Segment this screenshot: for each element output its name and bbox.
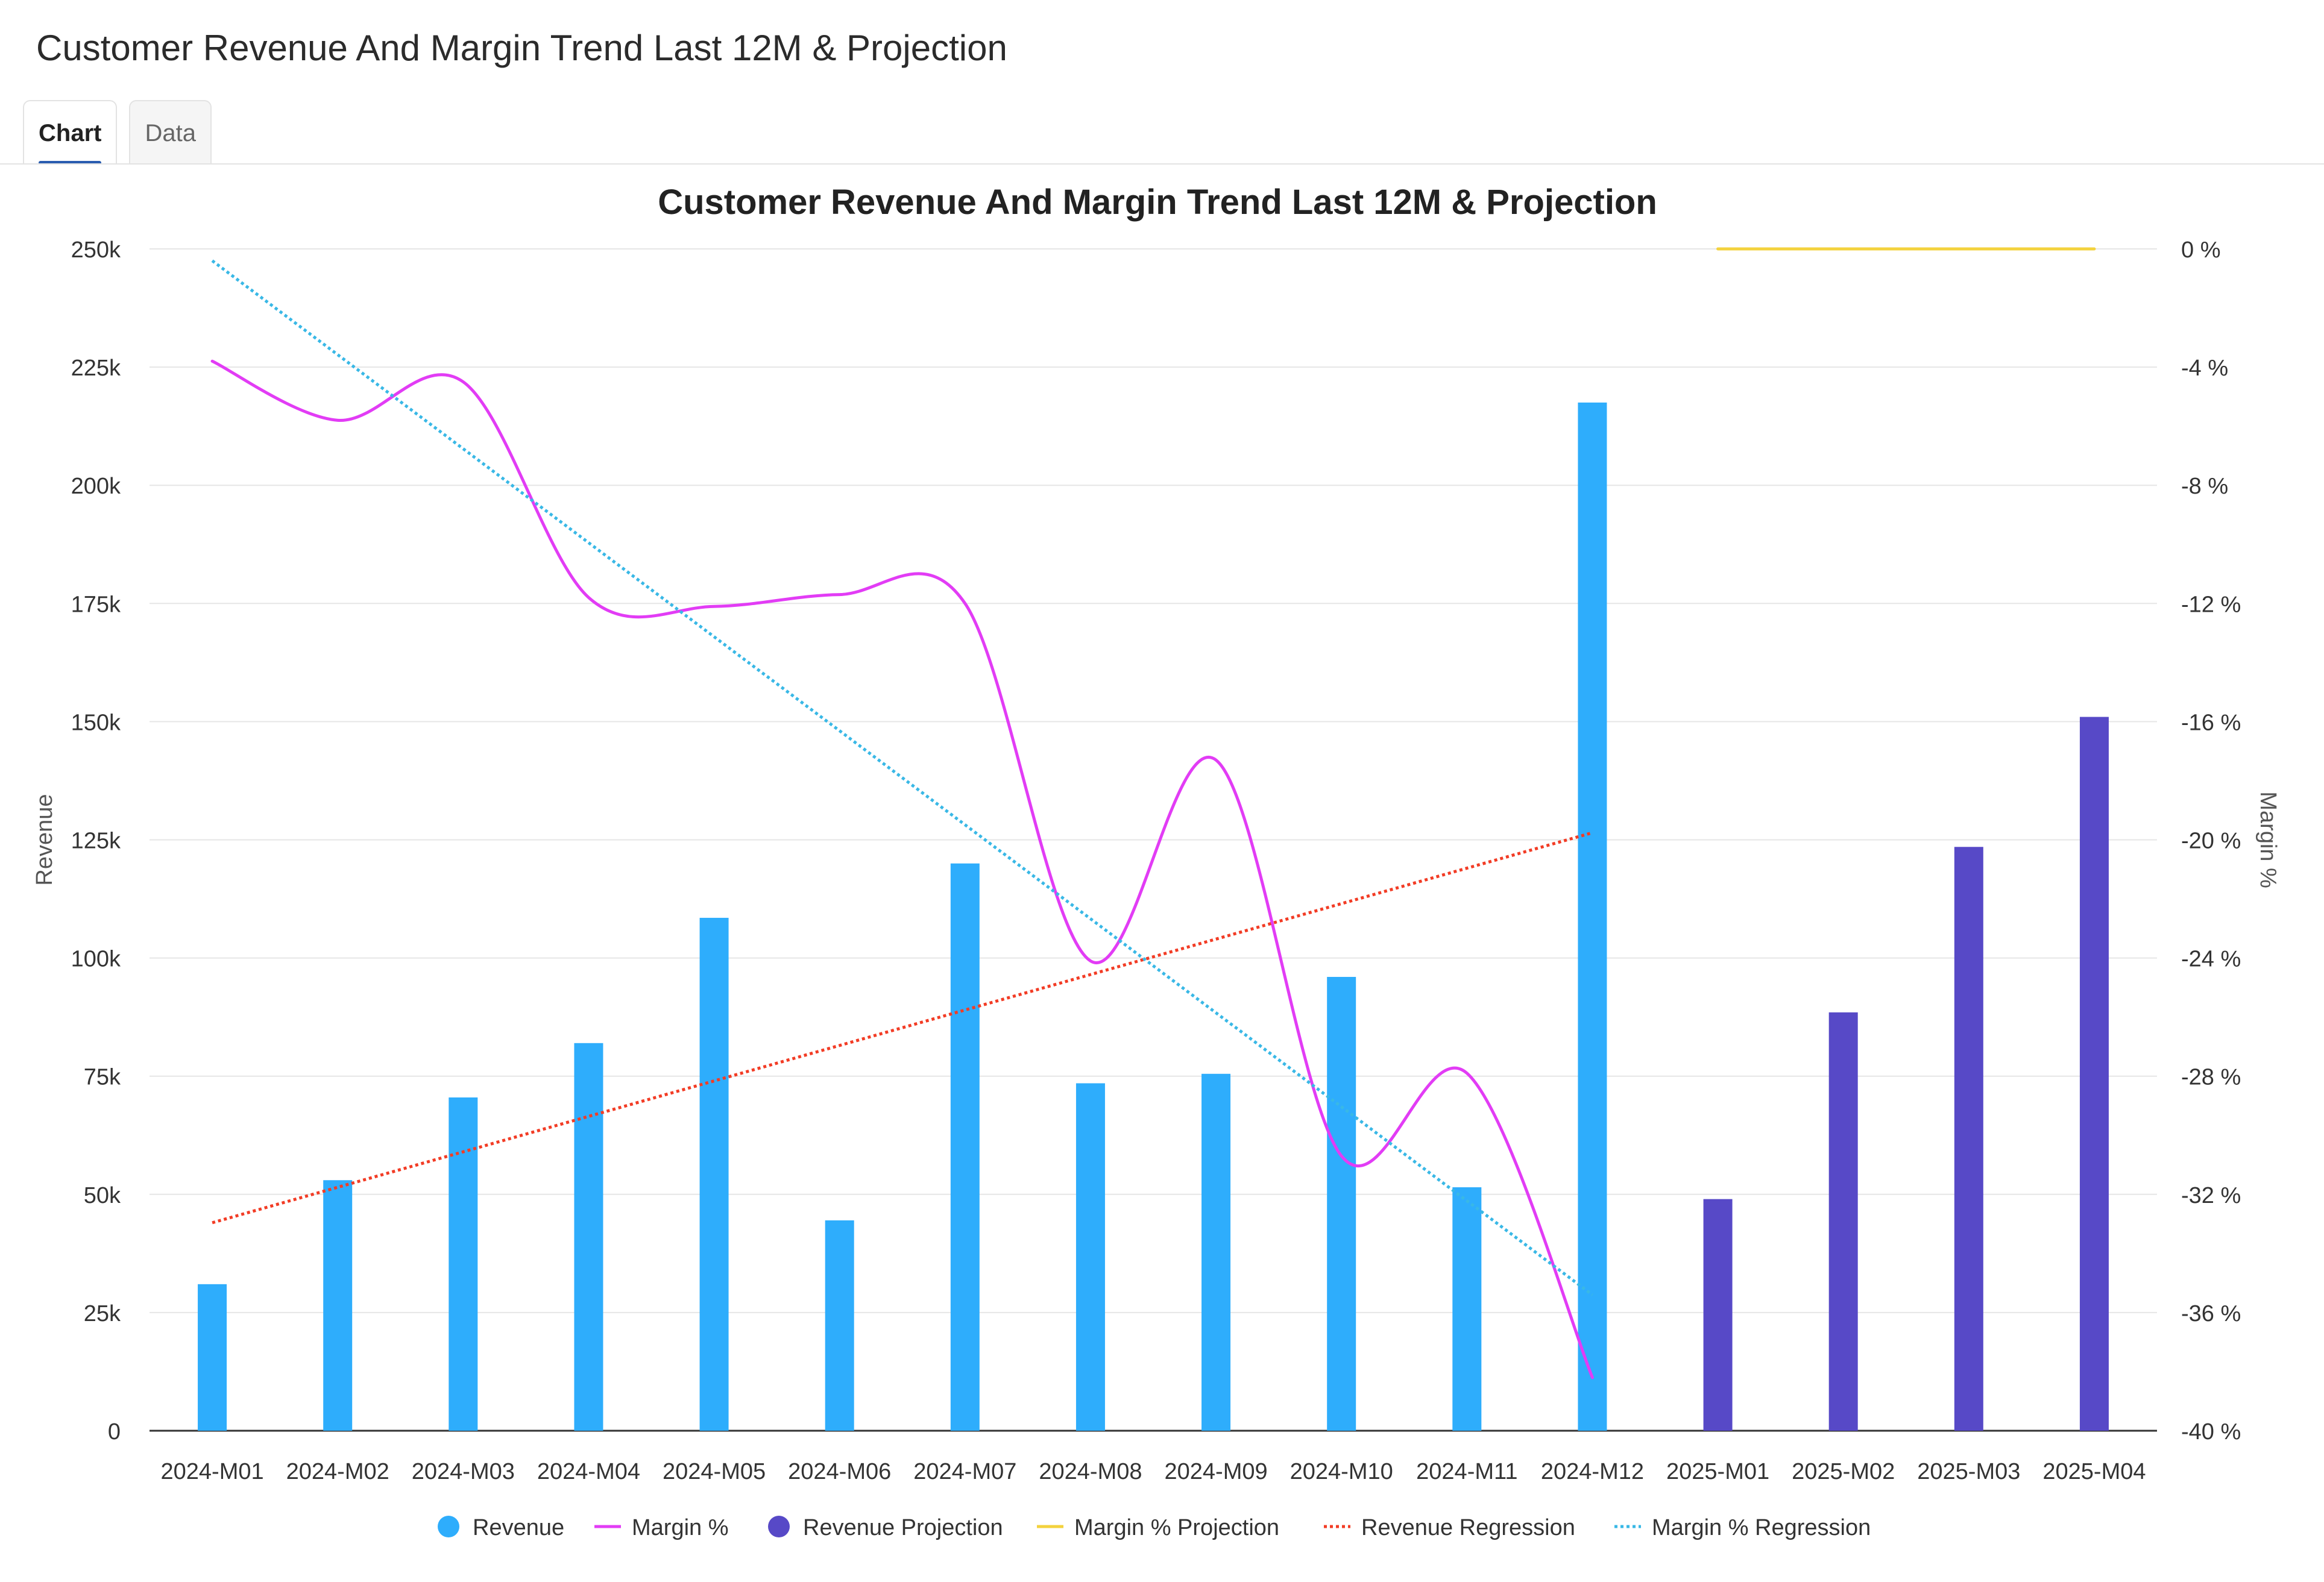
x-tick-label: 2024-M04 xyxy=(537,1459,640,1484)
legend-label-margin-regression: Margin % Regression xyxy=(1652,1515,1871,1540)
revenue-margin-chart: Customer Revenue And Margin Trend Last 1… xyxy=(32,183,2281,1540)
y2-tick-label: -12 % xyxy=(2181,592,2241,617)
page-title: Customer Revenue And Margin Trend Last 1… xyxy=(36,28,1007,68)
y-tick-label: 100k xyxy=(71,947,121,972)
y-tick-label: 225k xyxy=(71,356,121,381)
revenue-bar xyxy=(1578,402,1607,1431)
revenue-projection-bar xyxy=(1703,1199,1733,1431)
revenue-bar xyxy=(1452,1187,1482,1431)
revenue-projection-bar xyxy=(1954,847,1983,1431)
bar-series xyxy=(198,402,2109,1431)
x-tick-label: 2025-M02 xyxy=(1792,1459,1895,1484)
y-tick-label: 50k xyxy=(84,1183,121,1208)
y2-tick-label: -40 % xyxy=(2181,1419,2241,1445)
revenue-regression-line xyxy=(212,831,1593,1225)
y2-tick-label: -8 % xyxy=(2181,474,2228,499)
revenue-projection-bar xyxy=(2079,717,2109,1431)
x-tick-label: 2025-M03 xyxy=(1917,1459,2020,1484)
x-tick-label: 2024-M03 xyxy=(412,1459,515,1484)
y2-tick-label: 0 % xyxy=(2181,237,2220,263)
y2-axis-label: Margin % xyxy=(2255,791,2281,888)
revenue-bar xyxy=(825,1220,854,1431)
x-tick-label: 2024-M06 xyxy=(788,1459,891,1484)
tab-data[interactable]: Data xyxy=(129,100,212,165)
y2-tick-label: -36 % xyxy=(2181,1301,2241,1326)
revenue-bar xyxy=(950,863,980,1431)
x-tick-label: 2024-M07 xyxy=(913,1459,1016,1484)
margin-line xyxy=(210,359,1594,1380)
y-tick-label: 150k xyxy=(71,710,121,735)
legend-label-revenue-regression: Revenue Regression xyxy=(1361,1515,1575,1540)
x-tick-label: 2024-M08 xyxy=(1039,1459,1142,1484)
legend-label-margin-projection: Margin % Projection xyxy=(1074,1515,1279,1540)
legend: Revenue Margin % Revenue Projection Margin … xyxy=(438,1515,1871,1540)
y2-tick-label: -32 % xyxy=(2181,1183,2241,1208)
x-tick-label: 2024-M01 xyxy=(161,1459,264,1484)
legend-marker-revenue-projection xyxy=(768,1516,790,1537)
x-tick-label: 2025-M01 xyxy=(1666,1459,1769,1484)
tab-divider xyxy=(0,163,2324,165)
x-tick-label: 2024-M05 xyxy=(663,1459,766,1484)
x-tick-label: 2024-M02 xyxy=(286,1459,389,1484)
y-tick-label: 175k xyxy=(71,592,121,617)
y-tick-label: 250k xyxy=(71,237,121,263)
y-tick-label: 0 xyxy=(108,1419,121,1445)
legend-label-revenue: Revenue xyxy=(473,1515,564,1540)
x-tick-label: 2024-M09 xyxy=(1165,1459,1268,1484)
y-tick-label: 200k xyxy=(71,474,121,499)
y2-tick-label: -28 % xyxy=(2181,1065,2241,1090)
y2-tick-label: -20 % xyxy=(2181,829,2241,854)
axes: 0 25k 50k 75k 100k 125k 150k 175k 200k 225k 250k 0 … xyxy=(32,237,2281,1484)
revenue-bar xyxy=(1327,976,1356,1431)
x-tick-label: 2024-M12 xyxy=(1541,1459,1644,1484)
y-axis-label: Revenue xyxy=(32,794,57,885)
legend-marker-revenue xyxy=(438,1516,459,1537)
view-tabs: Chart Data xyxy=(23,100,224,165)
chart-title: Customer Revenue And Margin Trend Last 1… xyxy=(658,183,1657,222)
y-tick-label: 75k xyxy=(84,1065,121,1090)
legend-label-margin: Margin % xyxy=(632,1515,729,1540)
x-tick-label: 2024-M10 xyxy=(1290,1459,1393,1484)
y2-tick-label: -16 % xyxy=(2181,710,2241,735)
tab-chart[interactable]: Chart xyxy=(23,100,118,165)
y2-tick-label: -4 % xyxy=(2181,356,2228,381)
revenue-projection-bar xyxy=(1828,1012,1858,1431)
revenue-bar xyxy=(323,1180,353,1431)
revenue-bar xyxy=(574,1043,603,1431)
revenue-bar xyxy=(1075,1083,1105,1431)
line-series xyxy=(210,247,2096,1380)
x-tick-label: 2024-M11 xyxy=(1416,1459,1517,1484)
revenue-bar xyxy=(198,1284,227,1431)
revenue-bar xyxy=(699,917,729,1431)
x-tick-label: 2025-M04 xyxy=(2042,1459,2146,1484)
y-tick-label: 25k xyxy=(84,1301,121,1326)
revenue-bar xyxy=(1201,1073,1231,1431)
y2-tick-label: -24 % xyxy=(2181,947,2241,972)
margin-regression-line xyxy=(211,259,1593,1296)
legend-label-revenue-projection: Revenue Projection xyxy=(803,1515,1003,1540)
y-tick-label: 125k xyxy=(71,829,121,854)
